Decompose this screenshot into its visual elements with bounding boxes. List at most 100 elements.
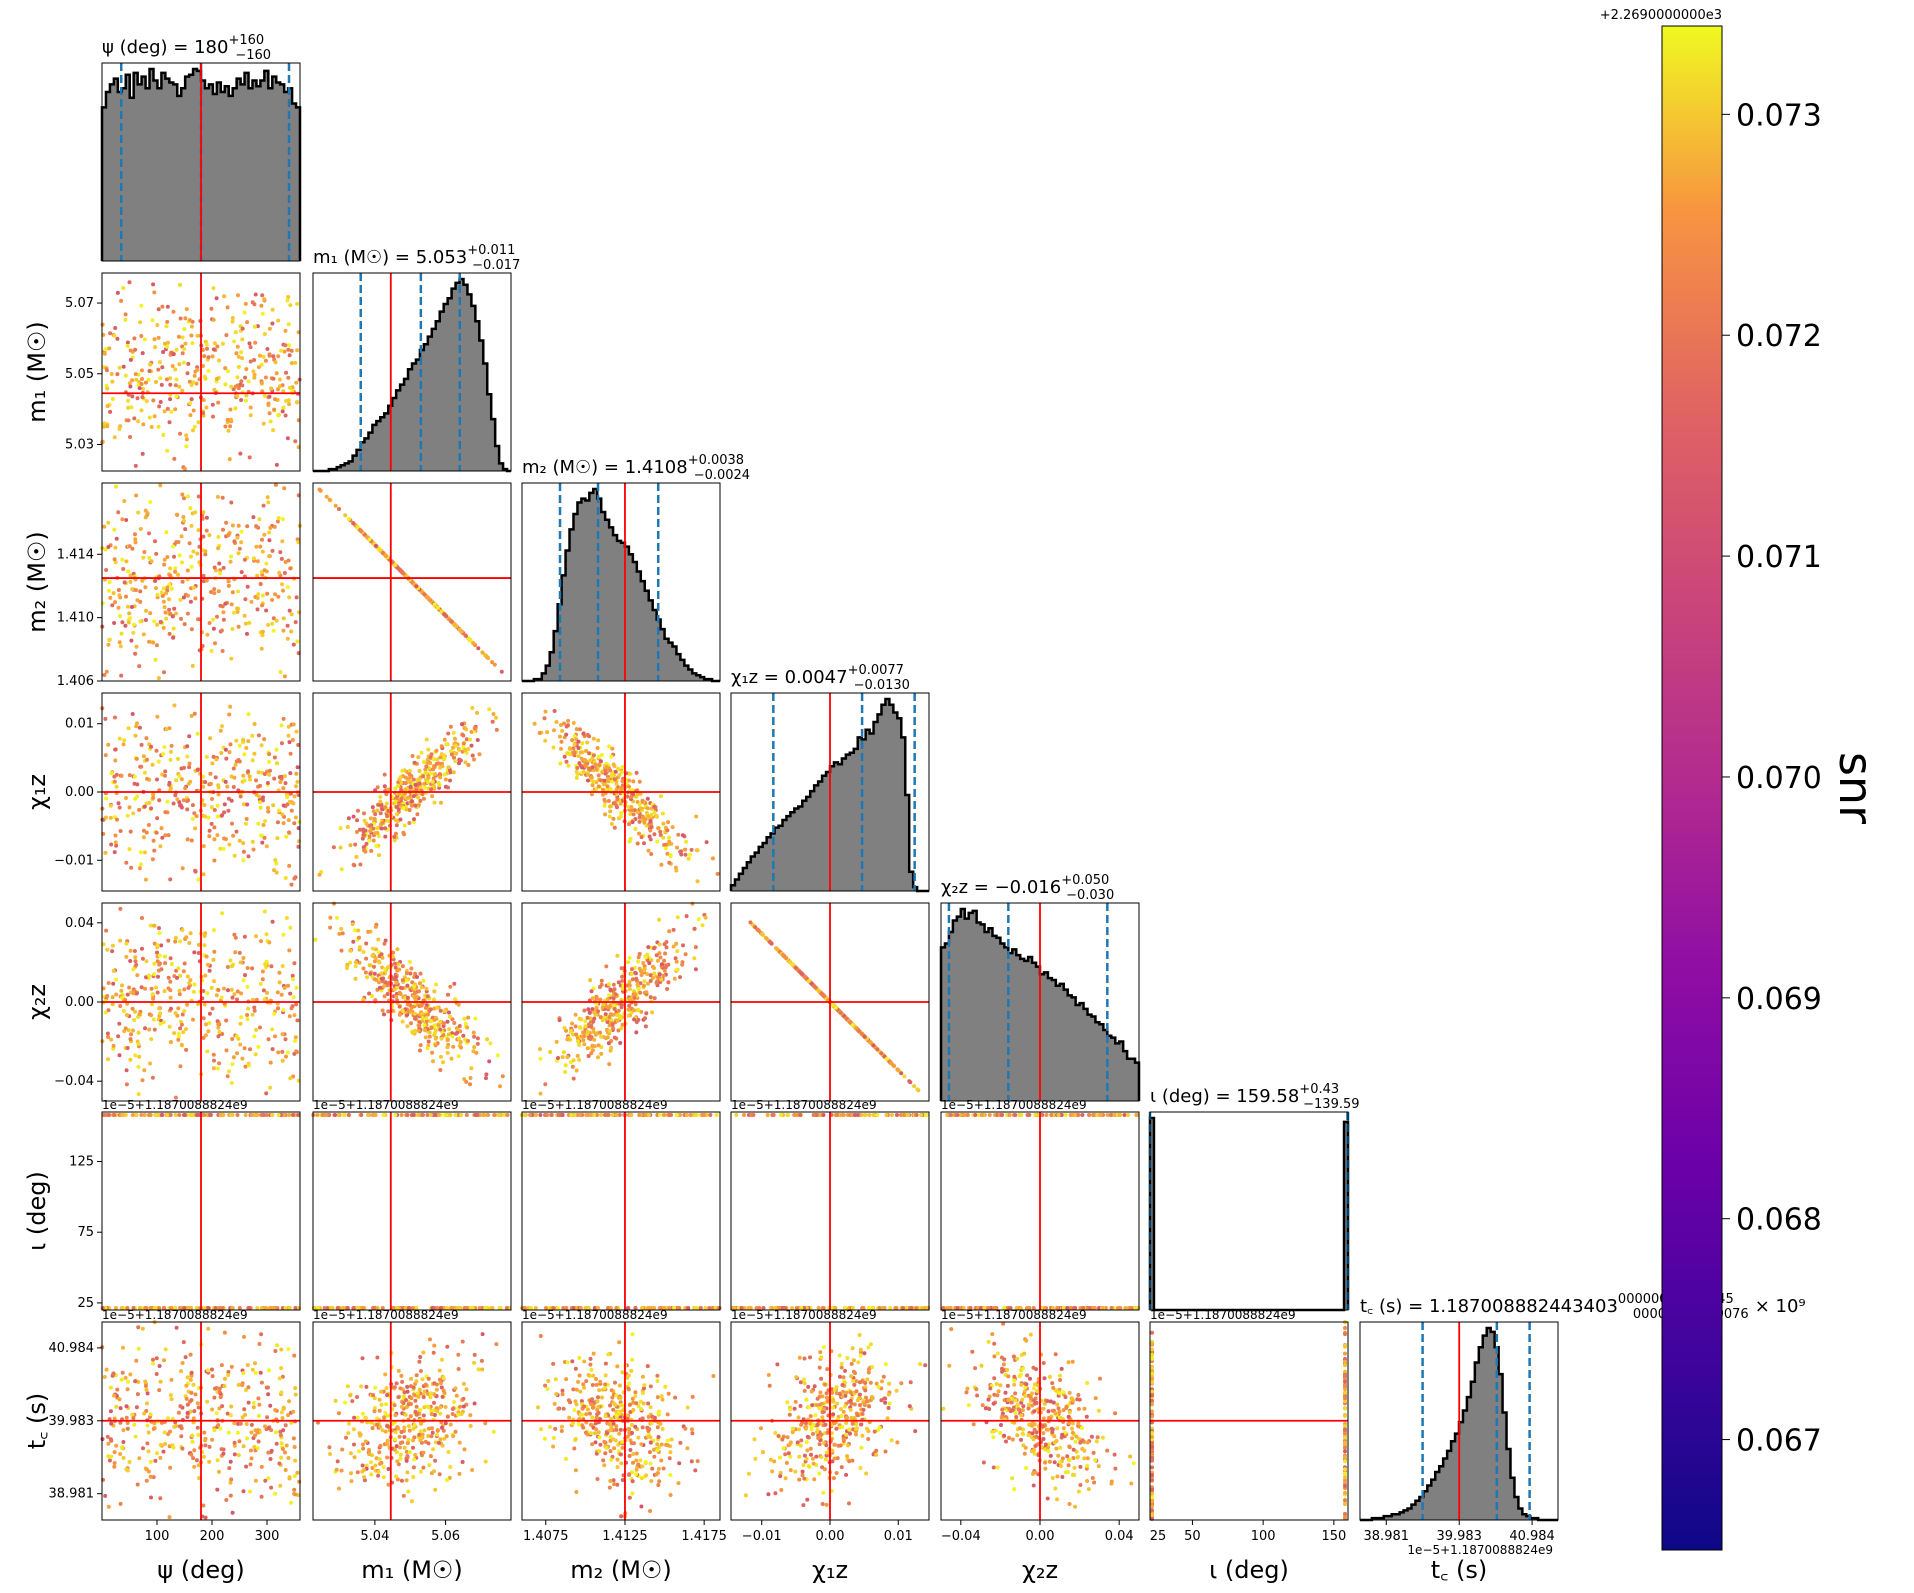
- scatter-point: [654, 980, 659, 985]
- scatter-point: [274, 747, 279, 752]
- panel-frame: [101, 1111, 301, 1311]
- scatter-point: [599, 1045, 604, 1050]
- scatter-point: [240, 1056, 245, 1061]
- scatter-point: [486, 656, 491, 661]
- scatter-point: [596, 754, 601, 759]
- scatter-point: [639, 835, 644, 840]
- scatter-point: [239, 1015, 244, 1020]
- scatter-point: [181, 798, 186, 803]
- scatter-point: [404, 775, 408, 780]
- scatter-point: [216, 1034, 221, 1039]
- scatter-point: [379, 971, 384, 976]
- panel-chi2z-vs-chi2z: χ₂z = −0.016+0.050 −0.030: [939, 873, 1141, 1102]
- scatter-point: [118, 644, 123, 649]
- scatter-point: [391, 950, 395, 955]
- scatter-point: [176, 756, 180, 761]
- scatter-point: [609, 1045, 614, 1050]
- scatter-point: [598, 1030, 603, 1035]
- scatter-point: [225, 965, 230, 969]
- scatter-point: [276, 820, 280, 825]
- scatter-point: [258, 783, 262, 788]
- scatter-point: [453, 1113, 458, 1117]
- scatter-point: [401, 801, 406, 805]
- scatter-point: [359, 529, 364, 534]
- scatter-point: [224, 1048, 229, 1053]
- scatter-point: [132, 1018, 137, 1022]
- scatter-point: [450, 1034, 455, 1039]
- scatter-point: [237, 743, 242, 748]
- scatter-point: [498, 1084, 502, 1089]
- scatter-point: [291, 977, 296, 982]
- scatter-point: [243, 1064, 248, 1069]
- scatter-point: [166, 975, 171, 980]
- panel-chi2z-vs-m1: [312, 901, 512, 1102]
- scatter-point: [362, 818, 367, 823]
- scatter-point: [155, 592, 160, 597]
- scatter-point: [113, 758, 118, 763]
- scatter-point: [475, 710, 480, 715]
- scatter-point: [361, 949, 366, 954]
- panel-frame: [312, 482, 512, 682]
- scatter-point: [693, 967, 698, 972]
- scatter-point: [220, 649, 225, 653]
- scatter-point: [272, 755, 277, 760]
- scatter-point: [377, 853, 381, 858]
- scatter-point: [609, 779, 614, 784]
- scatter-point: [538, 1113, 543, 1117]
- scatter-point: [366, 929, 371, 934]
- scatter-point: [403, 787, 408, 792]
- scatter-point: [201, 534, 206, 539]
- scatter-point: [196, 494, 201, 499]
- scatter-point: [182, 1009, 187, 1014]
- scatter-point: [236, 624, 241, 629]
- scatter-point: [627, 771, 631, 776]
- scatter-point: [423, 1005, 428, 1010]
- scatter-point: [204, 405, 209, 410]
- scatter-point: [243, 301, 248, 306]
- scatter-point: [859, 1113, 863, 1117]
- scatter-point: [135, 973, 140, 978]
- scatter-point: [289, 629, 294, 634]
- scatter-point: [574, 769, 579, 774]
- scatter-point: [252, 751, 257, 756]
- scatter-point: [884, 1056, 889, 1061]
- scatter-point: [415, 975, 419, 979]
- scatter-point: [365, 975, 369, 980]
- scatter-point: [121, 1113, 126, 1117]
- scatter-point: [134, 1113, 139, 1117]
- scatter-point: [850, 1306, 855, 1310]
- scatter-point: [131, 991, 136, 996]
- scatter-point: [251, 847, 256, 852]
- scatter-point: [456, 1054, 461, 1059]
- scatter-point: [405, 995, 410, 1000]
- scatter-point: [168, 979, 173, 984]
- scatter-point: [189, 523, 194, 528]
- scatter-point: [140, 351, 145, 356]
- scatter-point: [217, 358, 221, 363]
- scatter-point: [273, 1034, 277, 1039]
- scatter-point: [603, 812, 608, 817]
- scatter-point: [229, 554, 233, 559]
- scatter-point: [596, 784, 601, 789]
- scatter-point: [617, 1113, 622, 1117]
- scatter-point: [157, 360, 162, 365]
- scatter-point: [380, 550, 385, 555]
- scatter-point: [230, 627, 235, 631]
- scatter-point: [230, 590, 235, 595]
- scatter-point: [677, 1306, 682, 1310]
- scatter-point: [648, 979, 653, 983]
- scatter-point: [260, 1306, 264, 1310]
- scatter-point: [152, 961, 157, 966]
- scatter-point: [222, 810, 227, 815]
- scatter-point: [201, 989, 206, 993]
- scatter-point: [172, 606, 177, 611]
- scatter-point: [401, 830, 406, 835]
- scatter-point: [868, 1040, 873, 1045]
- scatter-point: [242, 778, 247, 783]
- scatter-point: [166, 340, 170, 345]
- scatter-point: [484, 1072, 489, 1077]
- scatter-point: [108, 331, 113, 336]
- scatter-point: [656, 826, 661, 831]
- scatter-point: [657, 917, 662, 922]
